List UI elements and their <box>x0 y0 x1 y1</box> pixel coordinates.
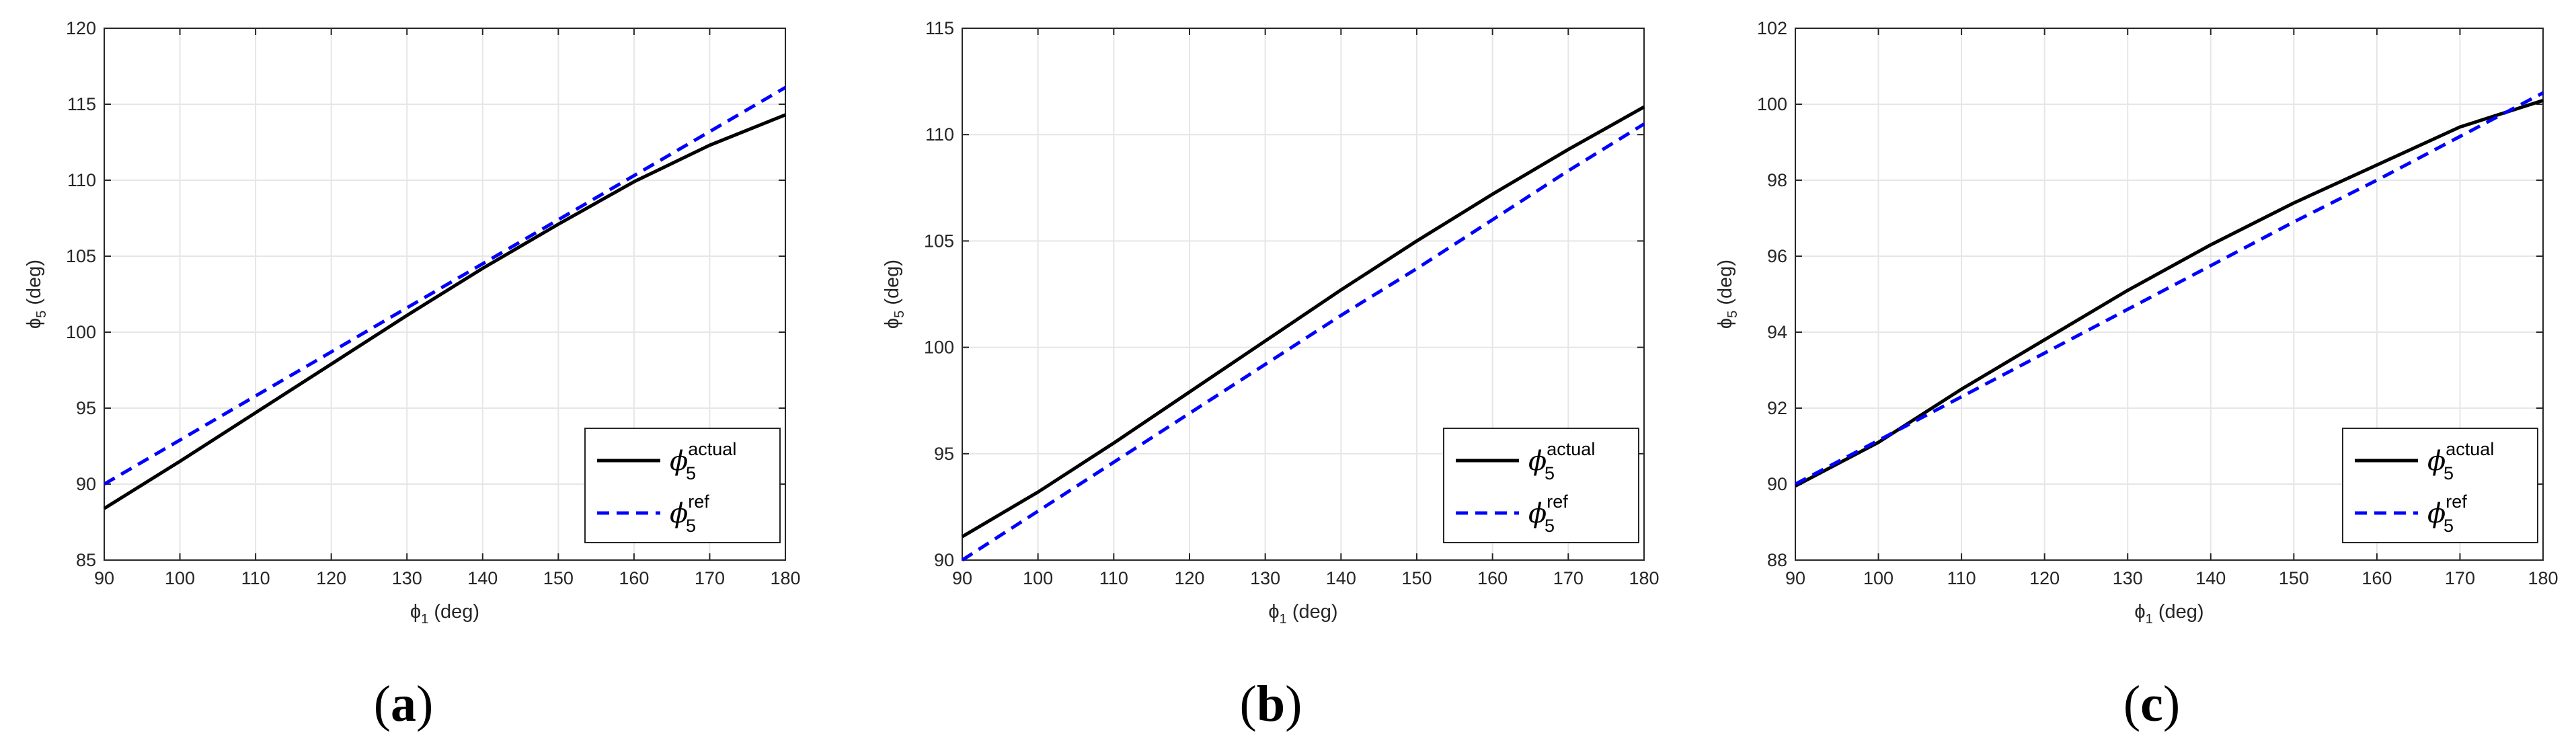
panel-label: (b) <box>1240 676 1302 732</box>
x-tick-label: 160 <box>1477 568 1508 588</box>
y-tick-label: 96 <box>1767 246 1787 266</box>
x-axis-label: ϕ1 (deg) <box>2134 601 2203 627</box>
y-tick-label: 115 <box>67 94 96 114</box>
x-tick-label: 100 <box>1023 568 1053 588</box>
series-line-actual <box>961 105 1645 539</box>
legend-label-actual: ϕactual 5 <box>2427 439 2494 483</box>
y-tick-label: 105 <box>924 231 954 251</box>
x-tick-label: 170 <box>695 568 725 588</box>
axes-box <box>1795 28 2544 561</box>
x-tick-label: 130 <box>1250 568 1280 588</box>
series-line-actual <box>103 113 786 510</box>
chart-panel-c: 90 100 110 120 130 140 150 160 170 18088909294969… <box>1715 18 2559 732</box>
x-tick-label: 180 <box>1629 568 1659 588</box>
x-tick-label: 100 <box>1863 568 1894 588</box>
legend-box <box>2342 428 2538 543</box>
y-tick-label: 115 <box>925 18 954 38</box>
y-axis-label: ϕ5 (deg) <box>882 260 907 329</box>
x-tick-label: 150 <box>2279 568 2309 588</box>
y-tick-label: 95 <box>934 444 954 464</box>
y-tick-label: 85 <box>76 550 96 570</box>
x-tick-label: 90 <box>952 568 972 588</box>
x-tick-label: 110 <box>1099 568 1128 588</box>
x-tick-label: 180 <box>770 568 800 588</box>
x-tick-label: 140 <box>467 568 498 588</box>
x-tick-label: 100 <box>165 568 195 588</box>
x-tick-label: 90 <box>94 568 114 588</box>
y-tick-label: 90 <box>934 550 954 570</box>
y-tick-label: 100 <box>924 338 954 358</box>
x-tick-label: 160 <box>2362 568 2392 588</box>
x-tick-label: 110 <box>1947 568 1976 588</box>
series-line-ref <box>1794 91 2544 486</box>
x-axis-label: ϕ1 (deg) <box>410 601 479 627</box>
axes-box <box>104 28 786 561</box>
y-tick-label: 110 <box>67 170 96 190</box>
panel-label: (c) <box>2123 676 2180 732</box>
y-axis-label: ϕ5 (deg) <box>1715 260 1740 329</box>
chart-panel-a: 90 100 110 120 130 140 150 160 170 18085909510010… <box>24 18 801 732</box>
x-tick-label: 90 <box>1785 568 1805 588</box>
x-tick-label: 150 <box>1401 568 1432 588</box>
x-tick-label: 130 <box>2113 568 2143 588</box>
x-axis-label: ϕ1 (deg) <box>1268 601 1337 627</box>
y-tick-label: 98 <box>1767 170 1787 190</box>
x-tick-label: 180 <box>2528 568 2558 588</box>
series-line-actual <box>1794 99 2544 488</box>
legend: ϕactual 5 ϕref 5 <box>2342 428 2538 543</box>
legend-label-ref: ϕref 5 <box>670 492 709 536</box>
legend-label-actual: ϕactual 5 <box>1528 439 1595 483</box>
x-tick-label: 140 <box>2195 568 2226 588</box>
legend: ϕactual 5 ϕref 5 <box>584 428 781 543</box>
chart-panel-b: 90 100 110 120 130 140 150 160 170 180 90 95 100 105 1… <box>882 18 1660 732</box>
axes-box <box>962 28 1645 561</box>
x-tick-label: 110 <box>241 568 270 588</box>
x-tick-label: 130 <box>392 568 422 588</box>
x-tick-label: 120 <box>2029 568 2060 588</box>
legend-label-ref: ϕref 5 <box>2427 492 2467 536</box>
legend-label-actual: ϕactual 5 <box>670 439 736 483</box>
x-tick-label: 120 <box>1174 568 1204 588</box>
y-tick-label: 120 <box>66 18 96 38</box>
x-tick-label: 150 <box>543 568 574 588</box>
y-tick-label: 88 <box>1767 550 1787 570</box>
x-tick-label: 120 <box>316 568 346 588</box>
y-tick-label: 102 <box>1757 18 1787 38</box>
legend-box <box>1443 428 1639 543</box>
y-tick-label: 90 <box>1767 474 1787 494</box>
y-tick-label: 95 <box>76 398 96 418</box>
legend-label-ref: ϕref 5 <box>1528 492 1568 536</box>
x-tick-label: 140 <box>1326 568 1356 588</box>
legend-box <box>584 428 781 543</box>
series-line-ref <box>103 85 787 486</box>
panel-label: (a) <box>374 676 434 732</box>
y-axis-label: ϕ5 (deg) <box>24 260 49 329</box>
y-tick-label: 110 <box>925 124 954 145</box>
y-tick-label: 94 <box>1767 322 1787 342</box>
y-tick-label: 90 <box>76 474 96 494</box>
y-tick-label: 100 <box>1757 94 1787 114</box>
x-tick-label: 160 <box>619 568 649 588</box>
y-tick-label: 92 <box>1767 398 1787 418</box>
x-tick-label: 170 <box>2445 568 2475 588</box>
y-tick-label: 105 <box>66 246 96 266</box>
legend: ϕactual 5 ϕref 5 <box>1443 428 1639 543</box>
y-tick-label: 100 <box>66 322 96 342</box>
x-tick-label: 170 <box>1553 568 1584 588</box>
